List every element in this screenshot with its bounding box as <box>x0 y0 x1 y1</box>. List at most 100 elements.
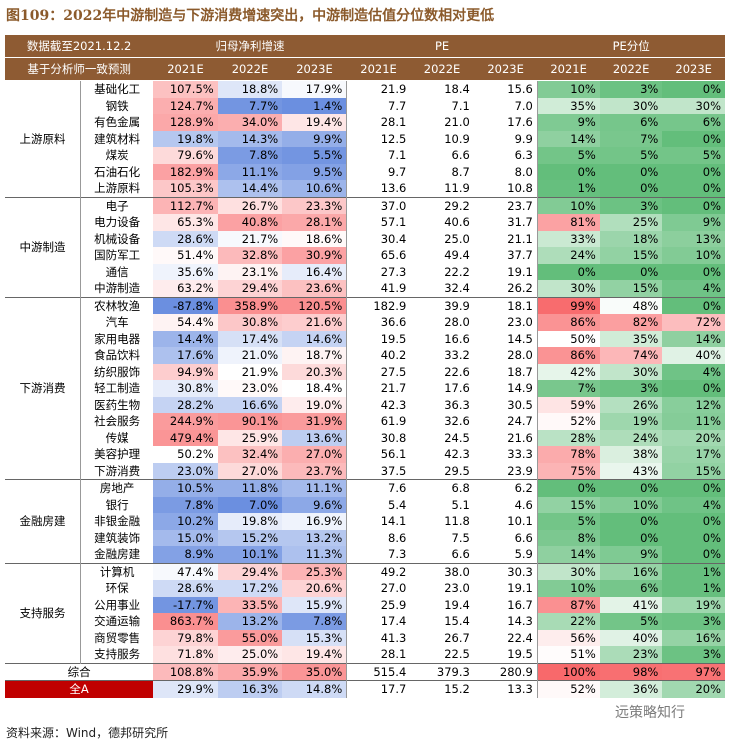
value-cell: 19.4 <box>444 597 470 612</box>
value-cell: 13.2% <box>217 613 283 630</box>
value-cell: 32.4% <box>217 446 283 463</box>
data-row: 食品饮料 17.6% 21.0% 18.7% 40.2 33.2 28.0 86% 74% 40% <box>5 347 725 364</box>
data-row: 纺织服饰 94.9% 21.9% 20.3% 27.5 22.6 18.7 42% 30% 4% <box>5 363 725 380</box>
data-row: 国防军工 51.4% 32.8% 30.9% 65.6 49.4 37.7 24% 15% 10% <box>5 247 725 264</box>
value-cell: 7.7 <box>388 98 407 113</box>
value-cell: 14.4% <box>153 330 218 347</box>
value-cell: 1% <box>662 580 725 597</box>
value-cell: 37.7 <box>473 247 538 264</box>
industry-name: 环保 <box>105 581 129 596</box>
value-cell: 14.1 <box>380 514 407 529</box>
value-cell: 14.3% <box>217 130 283 147</box>
value-cell: 6.6 <box>451 148 470 163</box>
value-cell: 10% <box>537 196 600 214</box>
value-cell: 7.1 <box>451 98 470 113</box>
data-row: 下游消费 农林牧渔 -87.8% 358.9% 120.5% 182.9 39.9 18.1 9… <box>5 296 725 480</box>
value-cell: 21.9% <box>217 363 283 380</box>
value-cell: 0% <box>599 180 663 197</box>
value-cell: 26.7 <box>444 630 470 645</box>
value-cell: 3% <box>599 80 663 98</box>
value-cell: 32.6 <box>444 414 470 429</box>
value-cell: 24.5 <box>444 430 470 445</box>
value-cell: 25% <box>599 214 663 231</box>
value-cell: 7.5 <box>451 530 470 545</box>
value-cell: 22.5 <box>444 647 470 662</box>
header-year: 2023E <box>662 57 725 81</box>
value-cell: 97% <box>662 662 725 681</box>
value-cell: 40.6 <box>444 215 470 230</box>
value-cell: 5% <box>662 147 725 164</box>
data-row: 公用事业 -17.7% 33.5% 15.9% 25.9 19.4 16.7 87% 41% 19… <box>5 596 725 613</box>
value-cell: 21.6 <box>473 429 538 446</box>
value-cell: 7.8% <box>153 496 218 513</box>
value-cell: 10.1 <box>473 513 538 530</box>
value-cell: 30% <box>537 562 600 580</box>
value-cell: 23.3% <box>282 196 348 214</box>
value-cell: 0% <box>662 479 725 497</box>
value-cell: 9.9% <box>282 130 348 147</box>
value-cell: 19.0% <box>282 396 348 413</box>
value-cell: 37.0 <box>346 196 411 214</box>
industry-name: 纺织服饰 <box>94 364 141 379</box>
industry-name: 交通运输 <box>94 614 141 629</box>
industry-name: 轻工制造 <box>94 381 141 396</box>
data-row: 美容护理 50.2% 32.4% 27.0% 56.1 42.3 33.3 78% 38% 17% <box>5 446 725 463</box>
value-cell: 90.1% <box>217 413 283 430</box>
value-cell: 0% <box>662 529 725 546</box>
value-cell: 30% <box>599 97 663 114</box>
title: 图109：2022年中游制造与下游消费增速突出，中游制造估值分位数相对更低 <box>6 8 495 24</box>
value-cell: 55.0% <box>217 629 283 646</box>
data-row: 石油石化 182.9% 11.1% 9.5% 9.7 8.7 8.0 0% 0% 0% <box>5 163 725 180</box>
value-cell: 23.1% <box>217 263 283 280</box>
value-cell: 16.3% <box>217 680 283 698</box>
value-cell: 30.5 <box>473 396 538 413</box>
value-cell: 18.4% <box>282 380 348 397</box>
value-cell: 182.9% <box>153 163 218 180</box>
data-row: 中游制造 电子 112.7% 26.7% 23.3% 37.0 29.2 23.7 10% 3% 0… <box>5 196 725 297</box>
value-cell: 17.6% <box>153 347 218 364</box>
value-cell: 23.7 <box>473 196 538 214</box>
value-cell: 6.2 <box>473 479 538 497</box>
value-cell: 94.9% <box>153 363 218 380</box>
value-cell: 13.2% <box>282 529 348 546</box>
value-cell: 4% <box>662 363 725 380</box>
value-cell: 79.6% <box>153 147 218 164</box>
value-cell: 24% <box>599 429 663 446</box>
data-row: 钢铁 124.7% 7.7% 1.4% 7.7 7.1 7.0 35% 30% 30% <box>5 97 725 114</box>
value-cell: 22% <box>537 613 600 630</box>
value-cell: 16% <box>599 562 663 580</box>
value-cell: 14.3 <box>473 613 538 630</box>
value-cell: 6.3 <box>473 147 538 164</box>
value-cell: 37.5 <box>380 463 407 478</box>
data-row: 有色金属 128.9% 34.0% 19.4% 28.1 21.0 17.6 9% 6% 6% <box>5 114 725 131</box>
value-cell: 21.9 <box>346 80 411 98</box>
value-cell: 16.4% <box>282 263 348 280</box>
value-cell: 7% <box>599 130 663 147</box>
value-cell: 18.1 <box>473 296 538 314</box>
value-cell: 56% <box>537 629 600 646</box>
industry-name: 机械设备 <box>94 231 141 246</box>
value-cell: 26.2 <box>473 280 538 297</box>
value-cell: 15.9% <box>282 596 348 613</box>
value-cell: 18.6% <box>282 230 348 247</box>
value-cell: 19.1 <box>473 580 538 597</box>
value-cell: 7.0% <box>217 496 283 513</box>
value-cell: 14.6% <box>282 330 348 347</box>
value-cell: 22.2 <box>444 264 470 279</box>
industry-name: 建筑装饰 <box>94 530 141 545</box>
header-year: 2021E <box>537 57 600 81</box>
value-cell: 15.4 <box>444 614 470 629</box>
value-cell: 51% <box>537 646 600 663</box>
value-cell: 15% <box>662 462 725 480</box>
value-cell: 15.6 <box>473 80 538 98</box>
value-cell: 6% <box>662 114 725 131</box>
value-cell: 54.4% <box>153 314 218 331</box>
value-cell: 34.0% <box>217 114 283 131</box>
industry-name: 家用电器 <box>94 331 141 346</box>
header-row: 基于分析师一致预测 2021E 2022E 2023E 2021E 2022E 2023E 2… <box>5 57 725 81</box>
value-cell: 182.9 <box>346 296 411 314</box>
value-cell: 11.1% <box>282 479 348 497</box>
value-cell: 17.4 <box>380 614 407 629</box>
value-cell: 50% <box>537 330 600 347</box>
